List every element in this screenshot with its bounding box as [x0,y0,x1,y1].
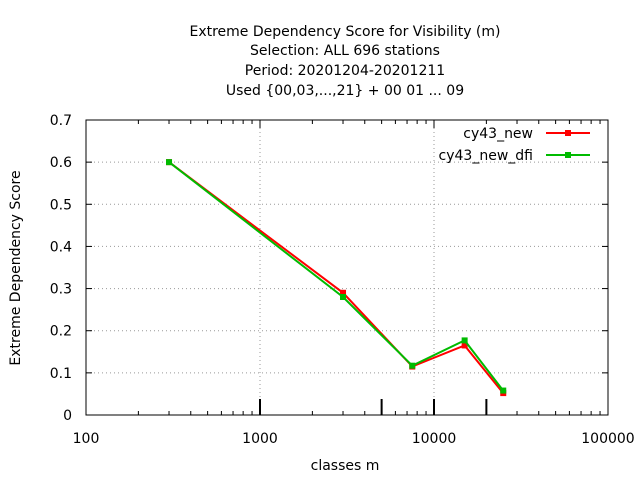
legend-marker [565,152,571,158]
x-tick-label: 100 [73,431,100,447]
x-axis-label: classes m [311,458,380,474]
grid [86,120,608,415]
title-line-2: Selection: ALL 696 stations [250,43,440,59]
x-tick-label: 1000 [242,431,278,447]
series-cy43_new [166,159,507,397]
title-line-3: Period: 20201204-20201211 [245,63,445,79]
legend: cy43_new cy43_new_dfi [439,126,590,164]
y-tick-label: 0.5 [50,197,72,213]
data-point [461,342,468,349]
series-cy43_new_dfi [166,159,507,394]
y-tick-label: 0.2 [50,324,72,340]
x-tick-label: 100000 [581,431,634,447]
legend-marker [565,130,571,136]
data-point [340,294,347,300]
x-tick-label: 10000 [412,431,457,447]
data-point [166,159,173,166]
series-line [168,161,504,392]
y-axis-label: Extreme Dependency Score [8,170,24,365]
legend-label: cy43_new_dfi [439,148,533,164]
data-point [340,289,347,296]
y-tick-label: 0.4 [50,239,72,255]
axis-ticks: 0 0.1 0.2 0.3 0.4 0.5 0.6 0.7 100 1000 10000 100000 [50,113,635,447]
y-tick-label: 0.3 [50,282,72,298]
y-tick-label: 0 [63,408,72,424]
title-line-1: Extreme Dependency Score for Visibility … [189,24,500,40]
legend-label: cy43_new [463,126,533,142]
y-tick-label: 0.7 [50,113,72,129]
series-line [168,161,504,394]
y-tick-label: 0.1 [50,366,72,382]
series-layer [166,159,507,397]
y-tick-label: 0.6 [50,155,72,171]
data-point [500,387,507,394]
data-point [409,362,416,369]
class-marks [259,399,488,415]
plot-frame [85,119,609,416]
chart-title: Extreme Dependency Score for Visibility … [189,24,500,99]
data-point [461,337,468,344]
title-line-4: Used {00,03,...,21} + 00 01 ... 09 [226,83,464,99]
